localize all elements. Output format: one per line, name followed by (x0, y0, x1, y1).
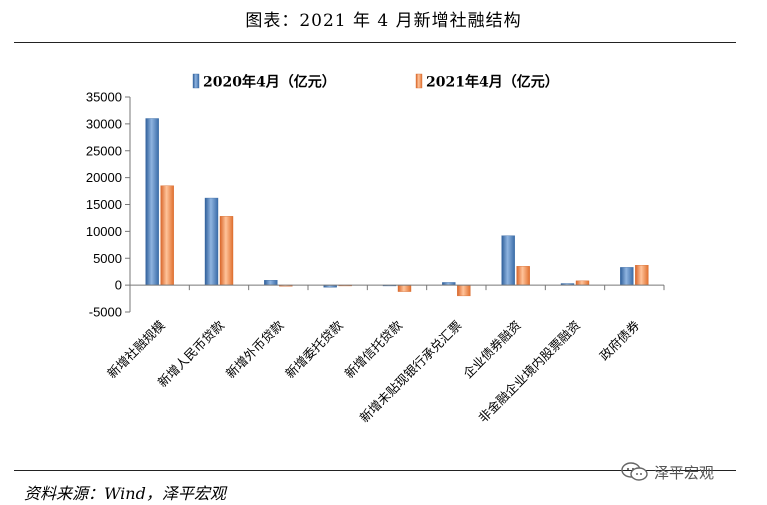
title-underline (14, 42, 736, 43)
bar-series-2020-1 (204, 197, 219, 286)
chart-title: 图表：2021 年 4 月新增社融结构 (245, 11, 522, 31)
legend-swatch-0 (192, 73, 200, 89)
y-tick-label: 20000 (86, 170, 122, 185)
y-tick-label: 5000 (93, 251, 122, 266)
bar-series-2021-1 (219, 216, 234, 286)
x-tick-label: 政府债券 (596, 317, 642, 363)
bar-series-2020-2 (264, 280, 278, 286)
y-axis: -5000 0 5000 10000 15000 20000 25000 30000 35000 (86, 90, 131, 320)
source-note: 资料来源：Wind，泽平宏观 (24, 484, 226, 503)
x-tick-label: 新增未贴现银行承兑汇票 (357, 318, 465, 426)
footer-rule (14, 470, 736, 471)
bars (145, 118, 649, 297)
x-axis: 新增社融规模新增人民币贷款新增外币贷款新增委托贷款新增信托贷款新增未贴现银行承兑… (104, 284, 665, 426)
y-tick-label: -5000 (89, 305, 122, 320)
y-tick-label: 0 (115, 278, 122, 293)
y-tick-label: 15000 (86, 197, 122, 212)
x-tick-label: 非金融企业境内股票融资 (475, 318, 583, 426)
bar-series-2021-4 (397, 284, 412, 292)
y-tick-label: 25000 (86, 143, 122, 158)
watermark-text: 泽平宏观 (654, 463, 715, 482)
legend-label-1: 2021年4月（亿元） (426, 74, 559, 91)
legend-label-0: 2020年4月（亿元） (203, 74, 336, 91)
bar-series-2021-8 (635, 265, 649, 286)
legend-swatch-1 (415, 73, 423, 89)
bar-series-2020-0 (145, 118, 159, 286)
x-tick-label: 新增委托贷款 (282, 317, 346, 381)
watermark: 泽平宏观 (620, 461, 714, 483)
x-tick-label: 新增社融规模 (104, 317, 168, 381)
y-tick-label: 10000 (86, 224, 122, 239)
x-tick-label: 企业债券融资 (460, 318, 524, 382)
bar-series-2020-8 (620, 267, 634, 286)
x-tick-label: 新增信托贷款 (341, 317, 405, 381)
y-tick-label: 30000 (86, 116, 122, 131)
bar-series-2021-5 (457, 284, 471, 297)
legend: 2020年4月（亿元） 2021年4月（亿元） (192, 73, 559, 91)
x-tick-label: 新增外币贷款 (223, 317, 287, 381)
wechat-icon (621, 462, 648, 481)
bar-series-2021-6 (516, 266, 530, 286)
bar-series-2021-0 (160, 185, 174, 286)
bar-chart: 2020年4月（亿元） 2021年4月（亿元） -5000 0 5000 10000 15… (86, 73, 665, 426)
y-tick-label: 35000 (86, 90, 122, 105)
bar-series-2020-6 (501, 235, 515, 286)
bar-series-2021-7 (575, 280, 590, 286)
